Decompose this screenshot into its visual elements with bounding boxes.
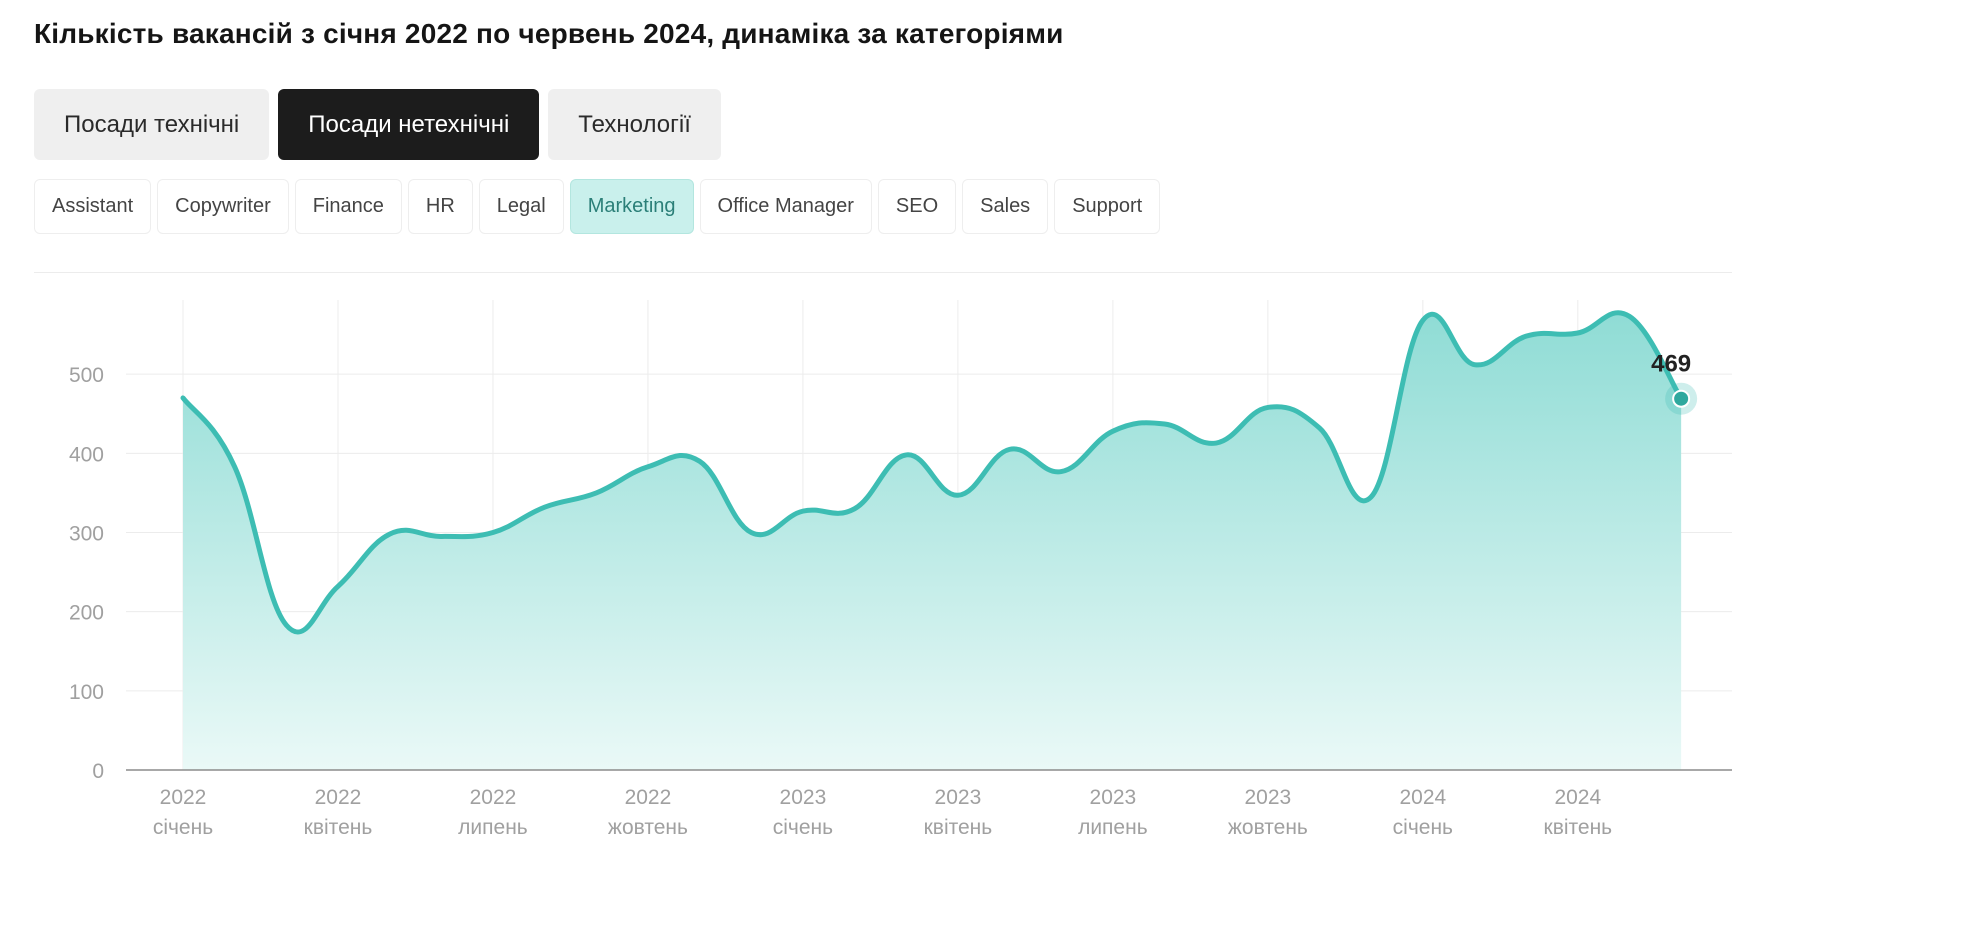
data-point (956, 493, 960, 497)
x-tick-year: 2024 (1554, 786, 1601, 809)
y-tick-label: 400 (69, 443, 104, 466)
x-tick-year: 2023 (780, 786, 827, 809)
data-point (1008, 447, 1012, 451)
data-point (1266, 405, 1270, 409)
category-group-tabs: Посади технічні Посади нетехнічні Технол… (34, 89, 721, 160)
x-tick-month: липень (1078, 816, 1148, 839)
data-point (1318, 426, 1322, 430)
x-tick-month: жовтень (608, 816, 688, 839)
chip-copywriter[interactable]: Copywriter (157, 179, 289, 234)
x-tick-year: 2022 (470, 786, 517, 809)
data-point (181, 396, 185, 400)
y-tick-label: 500 (69, 364, 104, 387)
data-point (594, 491, 598, 495)
data-point (388, 532, 392, 536)
y-tick-label: 100 (69, 681, 104, 704)
y-tick-label: 0 (92, 760, 104, 783)
data-point (1059, 470, 1063, 474)
tab-non-technical-positions[interactable]: Посади нетехнічні (278, 89, 540, 160)
data-point (1627, 314, 1631, 318)
x-tick-year: 2023 (1245, 786, 1292, 809)
y-tick-label: 300 (69, 523, 104, 546)
chip-support[interactable]: Support (1054, 179, 1161, 234)
x-tick-month: січень (1393, 816, 1453, 839)
chip-office-manager[interactable]: Office Manager (699, 179, 872, 234)
data-point (853, 507, 857, 511)
chip-seo[interactable]: SEO (877, 179, 957, 234)
chip-hr[interactable]: HR (407, 179, 473, 234)
x-tick-year: 2023 (935, 786, 982, 809)
chip-legal[interactable]: Legal (478, 179, 564, 234)
x-tick-year: 2022 (625, 786, 672, 809)
tab-technologies[interactable]: Технології (548, 89, 721, 160)
series-line (180, 310, 1684, 635)
data-point (1369, 495, 1373, 499)
data-point (646, 465, 650, 469)
x-tick-month: квітень (1544, 816, 1613, 839)
section-divider (34, 272, 1732, 273)
data-point (1214, 441, 1218, 445)
page-title: Кількість вакансій з січня 2022 по черве… (34, 18, 1064, 49)
chip-marketing[interactable]: Marketing (569, 179, 694, 234)
data-point (1576, 331, 1580, 335)
x-tick-month: січень (773, 816, 833, 839)
chip-assistant[interactable]: Assistant (34, 179, 152, 234)
chip-sales[interactable]: Sales (962, 179, 1049, 234)
data-point (801, 509, 805, 513)
y-tick-label: 200 (69, 602, 104, 625)
last-point-marker (1672, 389, 1691, 408)
data-point (233, 465, 237, 469)
x-tick-year: 2024 (1399, 786, 1446, 809)
x-tick-year: 2023 (1090, 786, 1137, 809)
tab-technical-positions[interactable]: Посади технічні (34, 89, 270, 160)
chip-finance[interactable]: Finance (294, 179, 402, 234)
x-tick-month: квітень (924, 816, 993, 839)
data-point (1111, 429, 1115, 433)
data-point (1473, 363, 1477, 367)
data-point (1524, 334, 1528, 338)
data-point (439, 534, 443, 538)
data-point (543, 505, 547, 509)
x-tick-year: 2022 (315, 786, 362, 809)
category-filter-chips: Assistant Copywriter Finance HR Legal Ma… (34, 179, 1161, 234)
data-point (336, 584, 340, 588)
x-tick-month: жовтень (1228, 816, 1308, 839)
data-point (284, 623, 288, 627)
vacancies-area-chart: 0 100 200 300 400 500 2022 січень 2022 квітень 202… (69, 300, 1732, 839)
data-point (698, 459, 702, 463)
x-tick-month: січень (153, 816, 213, 839)
last-value-label: 469 (1651, 351, 1691, 378)
data-point (1163, 422, 1167, 426)
data-point (904, 453, 908, 457)
x-tick-month: липень (458, 816, 528, 839)
data-point (1421, 318, 1425, 322)
x-tick-year: 2022 (160, 786, 207, 809)
x-tick-month: квітень (304, 816, 373, 839)
series-area-fill (183, 312, 1682, 770)
data-point (749, 531, 753, 535)
data-point (491, 531, 495, 535)
